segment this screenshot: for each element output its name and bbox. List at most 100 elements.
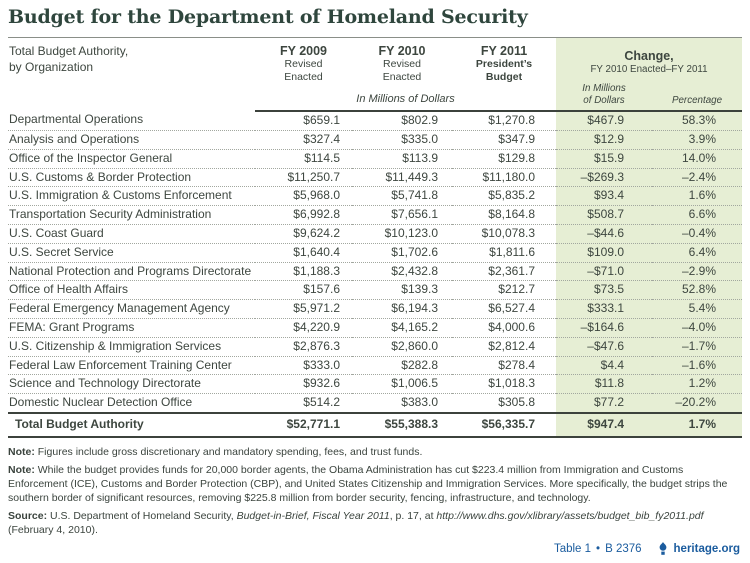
table-reference: Table 1	[553, 542, 592, 555]
column-header-fy2010: FY 2010 Revised Enacted	[378, 44, 426, 83]
org-name-cell: Federal Law Enforcement Training Center	[8, 355, 255, 375]
value-cell: $6,194.3	[352, 299, 452, 319]
footer-bullet: •	[596, 542, 601, 555]
value-cell: –$164.6	[556, 318, 652, 338]
note-text: While the budget provides funds for 20,0…	[8, 464, 728, 504]
total-value-cell: $56,335.7	[452, 412, 556, 438]
value-cell: $347.9	[452, 130, 556, 150]
value-cell: $4.4	[556, 355, 652, 375]
value-cell: $109.0	[556, 242, 652, 263]
value-cell: 52.8%	[652, 280, 743, 300]
value-cell: $73.5	[556, 280, 652, 300]
org-header-line1: Total Budget Authority,	[9, 44, 129, 58]
heritage-site-label: heritage.org	[673, 542, 740, 555]
value-cell: $9,624.2	[255, 224, 352, 244]
column-header-fy2009: FY 2009 Revised Enacted	[279, 44, 328, 83]
value-cell: $15.9	[556, 148, 652, 169]
value-cell: $4,000.6	[452, 318, 556, 338]
value-cell: $2,860.0	[352, 336, 452, 357]
value-cell: $333.1	[556, 299, 652, 319]
value-cell: $2,432.8	[352, 261, 452, 281]
table-row: U.S. Immigration & Customs Enforcement $5…	[8, 186, 743, 206]
org-name-cell: U.S. Secret Service	[8, 242, 255, 263]
value-cell: $383.0	[352, 393, 452, 414]
value-cell: $5,971.2	[255, 299, 352, 319]
value-cell: $282.8	[352, 355, 452, 375]
org-name-cell: Science and Technology Directorate	[8, 374, 255, 394]
value-cell: 1.6%	[652, 186, 743, 206]
note-label: Note:	[8, 445, 35, 458]
org-name-cell: FEMA: Grant Programs	[8, 318, 255, 338]
table-row: U.S. Customs & Border Protection $11,250.…	[8, 167, 743, 187]
value-cell: $2,361.7	[452, 261, 556, 281]
table-row: Federal Emergency Management Agency $5,97…	[8, 299, 743, 319]
value-cell: $659.1	[303, 113, 340, 128]
total-row: Total Budget Authority $52,771.1 $55,388…	[8, 412, 743, 438]
value-cell: –$47.6	[556, 336, 652, 357]
backgrounder-code: B 2376	[605, 542, 642, 555]
value-cell: $1,188.3	[255, 261, 352, 281]
value-cell: $93.4	[556, 186, 652, 206]
budget-table: Total Budget Authority, by Organization …	[8, 37, 743, 438]
table-row: National Protection and Programs Directo…	[8, 261, 743, 281]
value-cell: $5,968.0	[255, 186, 352, 206]
value-cell: $2,876.3	[255, 336, 352, 357]
value-cell: 3.9%	[652, 130, 743, 150]
notes-section: Note: Figures include gross discretionar…	[8, 446, 742, 538]
value-cell: $5,741.8	[352, 186, 452, 206]
value-cell: 14.0%	[652, 148, 743, 169]
org-header-line2: by Organization	[9, 59, 94, 74]
total-label-cell: Total Budget Authority	[8, 412, 255, 438]
value-cell: $11,250.7	[255, 167, 352, 187]
total-value-cell: $52,771.1	[255, 412, 352, 438]
org-name-cell: Federal Emergency Management Agency	[8, 299, 255, 319]
org-name-cell: Transportation Security Administration	[8, 205, 255, 225]
source-publication: Budget-in-Brief, Fiscal Year 2011	[236, 510, 390, 523]
value-cell: $932.6	[255, 374, 352, 394]
value-cell: –2.4%	[652, 167, 743, 187]
value-cell: $1,702.6	[352, 242, 452, 263]
org-name-cell: Office of Health Affairs	[8, 280, 255, 300]
value-cell: 5.4%	[652, 299, 743, 319]
value-cell: –1.7%	[652, 336, 743, 357]
value-cell: $802.9	[401, 113, 438, 128]
document-page: Budget for the Department of Homeland Se…	[8, 6, 743, 555]
value-cell: $157.6	[255, 280, 352, 300]
value-cell: $11,180.0	[452, 167, 556, 187]
value-cell: –1.6%	[652, 355, 743, 375]
value-cell: $278.4	[452, 355, 556, 375]
table-row: U.S. Coast Guard $9,624.2 $10,123.0 $10,078…	[8, 224, 743, 244]
total-value-cell: $947.4	[556, 412, 652, 438]
value-cell: 58.3%	[652, 111, 743, 131]
value-cell: $1,270.8	[488, 113, 535, 128]
value-cell: $305.8	[452, 393, 556, 414]
total-value-cell: $55,388.3	[352, 412, 452, 438]
value-cell: $10,123.0	[352, 224, 452, 244]
column-header-change-dollars: In Millions of Dollars	[556, 83, 652, 113]
value-cell: $10,078.3	[452, 224, 556, 244]
table-total: Total Budget Authority $52,771.1 $55,388…	[8, 412, 743, 438]
table-row: Office of the Inspector General $114.5 $11…	[8, 148, 743, 169]
value-cell: $335.0	[352, 130, 452, 150]
table-row: Analysis and Operations $327.4 $335.0 $347.…	[8, 130, 743, 150]
value-cell: $1,006.5	[352, 374, 452, 394]
value-cell: $12.9	[556, 130, 652, 150]
source-url: http://www.dhs.gov/xlibrary/assets/budge…	[436, 510, 704, 523]
note-2: Note: While the budget provides funds fo…	[8, 464, 742, 505]
note-text: Figures include gross discretionary and …	[37, 445, 423, 458]
org-name-cell: U.S. Immigration & Customs Enforcement	[8, 186, 255, 206]
value-cell: –0.4%	[652, 224, 743, 244]
table-body: Departmental Operations $659.1 $802.9 $1,27…	[8, 111, 743, 414]
table-row: Departmental Operations $659.1 $802.9 $1,27…	[8, 111, 743, 131]
table-header: Total Budget Authority, by Organization …	[8, 37, 743, 113]
heritage-logo-icon	[657, 542, 669, 555]
value-cell: 6.4%	[652, 242, 743, 263]
value-cell: $508.7	[556, 205, 652, 225]
table-row: Science and Technology Directorate $932.6…	[8, 374, 743, 394]
units-label: In Millions of Dollars	[255, 83, 556, 113]
value-cell: $6,527.4	[452, 299, 556, 319]
table-row: U.S. Secret Service $1,640.4 $1,702.6 $1,81…	[8, 242, 743, 263]
value-cell: $4,220.9	[255, 318, 352, 338]
page-title: Budget for the Department of Homeland Se…	[8, 6, 528, 28]
source-label: Source:	[8, 510, 48, 523]
